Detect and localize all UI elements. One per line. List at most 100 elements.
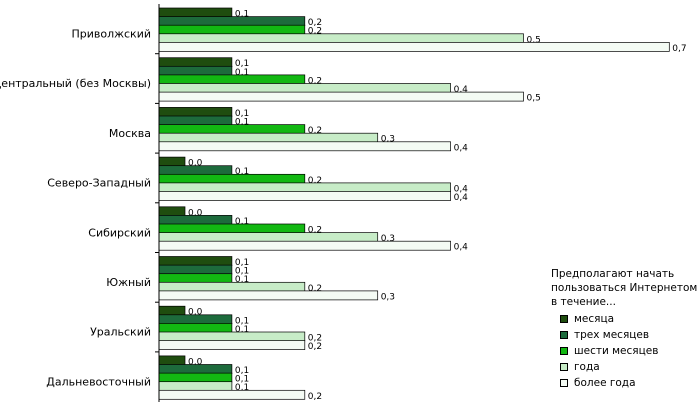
bar-category-1-series-4 [158,33,524,44]
bar-category-5-series-5 [158,240,451,251]
bar-category-1-series-5 [158,42,670,52]
value-label-category-4-series-4: 0,4 [454,184,469,194]
legend-label-series-3: шести месяцев [574,345,659,357]
bar-category-7-series-3 [158,323,233,333]
bar-category-6-series-3 [158,273,233,284]
category-label-2: Центральный (без Москвы) [0,77,151,90]
category-label-3: Москва [109,127,151,140]
value-label-category-4-series-5: 0,4 [454,193,469,203]
legend-label-series-1: месяца [574,313,615,325]
bar-category-7-series-1 [158,305,186,316]
bar-category-3-series-2 [158,115,233,126]
legend-title-line-3: в течение... [551,296,616,308]
value-label-category-2-series-1: 0,1 [235,59,249,69]
value-label-category-4-series-2: 0,1 [235,167,249,177]
value-label-category-2-series-2: 0,1 [235,68,249,78]
value-label-category-8-series-2: 0,1 [235,366,249,376]
category-label-8: Дальневосточный [46,375,151,388]
legend-item-series-5: более года [551,375,699,391]
value-label-category-1-series-1: 0,1 [235,10,249,20]
legend-item-series-4: года [551,359,699,375]
category-label-1: Приволжский [71,28,151,41]
value-label-category-6-series-5: 0,3 [381,292,395,302]
bar-category-2-series-2 [158,65,233,76]
legend-title-line-2: пользоваться Интернетом [551,282,698,294]
value-label-category-8-series-5: 0,2 [308,392,322,402]
value-label-category-1-series-2: 0,2 [308,18,322,28]
value-label-category-7-series-1: 0,0 [188,308,203,318]
bar-category-7-series-2 [158,314,233,325]
bar-category-6-series-4 [158,281,306,292]
value-label-category-3-series-2: 0,1 [235,118,249,128]
bar-category-8-series-5 [158,389,306,400]
value-label-category-3-series-5: 0,4 [454,143,469,153]
value-label-category-2-series-5: 0,5 [527,94,541,104]
value-label-category-4-series-1: 0,0 [188,159,203,169]
bar-category-8-series-1 [158,355,186,366]
legend-swatch-series-1 [560,315,568,323]
bar-category-3-series-4 [158,132,379,143]
legend-label-series-4: года [574,361,600,373]
value-label-category-5-series-3: 0,2 [308,226,322,236]
category-label-7: Уральский [90,326,151,339]
legend-title: Предполагают начать пользоваться Интерне… [551,267,699,309]
legend-swatch-series-4 [560,363,568,371]
value-label-category-2-series-3: 0,2 [308,76,322,86]
value-label-category-3-series-3: 0,2 [308,126,322,136]
bar-category-4-series-5 [158,191,451,201]
legend-label-series-5: более года [574,377,636,389]
bar-category-6-series-5 [158,290,379,301]
legend-swatch-series-3 [560,347,568,355]
value-label-category-2-series-4: 0,4 [454,85,469,95]
legend-item-series-1: месяца [551,311,699,327]
legend: Предполагают начать пользоваться Интерне… [551,267,699,391]
bar-category-3-series-5 [158,141,451,152]
value-label-category-1-series-3: 0,2 [308,27,322,37]
bar-category-3-series-3 [158,124,306,134]
value-label-category-5-series-5: 0,4 [454,243,469,253]
value-label-category-1-series-5: 0,7 [672,44,686,54]
value-label-category-8-series-3: 0,1 [235,375,249,385]
bar-category-4-series-4 [158,182,451,193]
bar-category-7-series-5 [158,340,306,350]
value-label-category-6-series-2: 0,1 [235,267,249,277]
bar-category-8-series-4 [158,381,233,392]
bar-category-1-series-1 [158,7,233,18]
value-label-category-6-series-1: 0,1 [235,258,249,268]
value-label-category-3-series-4: 0,3 [381,135,395,145]
value-label-category-1-series-4: 0,5 [527,35,541,45]
bar-category-5-series-3 [158,223,306,234]
legend-swatch-series-5 [560,379,568,387]
value-label-category-3-series-1: 0,1 [235,109,249,119]
bar-category-2-series-5 [158,91,524,102]
value-label-category-7-series-5: 0,2 [308,342,322,352]
legend-item-series-3: шести месяцев [551,343,699,359]
value-label-category-8-series-4: 0,1 [235,383,249,393]
value-label-category-5-series-2: 0,1 [235,217,249,227]
legend-title-line-1: Предполагают начать [551,268,675,280]
category-label-5: Сибирский [88,226,151,239]
value-label-category-5-series-1: 0,0 [188,208,203,218]
bar-category-2-series-3 [158,74,306,85]
value-label-category-4-series-3: 0,2 [308,176,322,186]
legend-item-series-2: трех месяцев [551,327,699,343]
category-label-4: Северо-Западный [47,177,151,190]
bar-category-5-series-2 [158,215,233,225]
legend-swatch-series-2 [560,331,568,339]
bar-category-4-series-2 [158,165,233,176]
value-label-category-7-series-3: 0,1 [235,325,249,335]
value-label-category-5-series-4: 0,3 [381,234,395,244]
value-label-category-7-series-4: 0,2 [308,334,322,344]
bar-category-7-series-4 [158,331,306,342]
bar-category-8-series-3 [158,372,233,383]
bar-category-4-series-3 [158,173,306,184]
bar-category-2-series-4 [158,83,451,93]
bar-category-6-series-2 [158,264,233,275]
value-label-category-8-series-1: 0,0 [188,357,203,367]
bar-category-8-series-2 [158,364,233,374]
bar-category-2-series-1 [158,57,233,68]
value-label-category-6-series-4: 0,2 [308,284,322,294]
bar-category-6-series-1 [158,256,233,266]
value-label-category-6-series-3: 0,1 [235,275,249,285]
